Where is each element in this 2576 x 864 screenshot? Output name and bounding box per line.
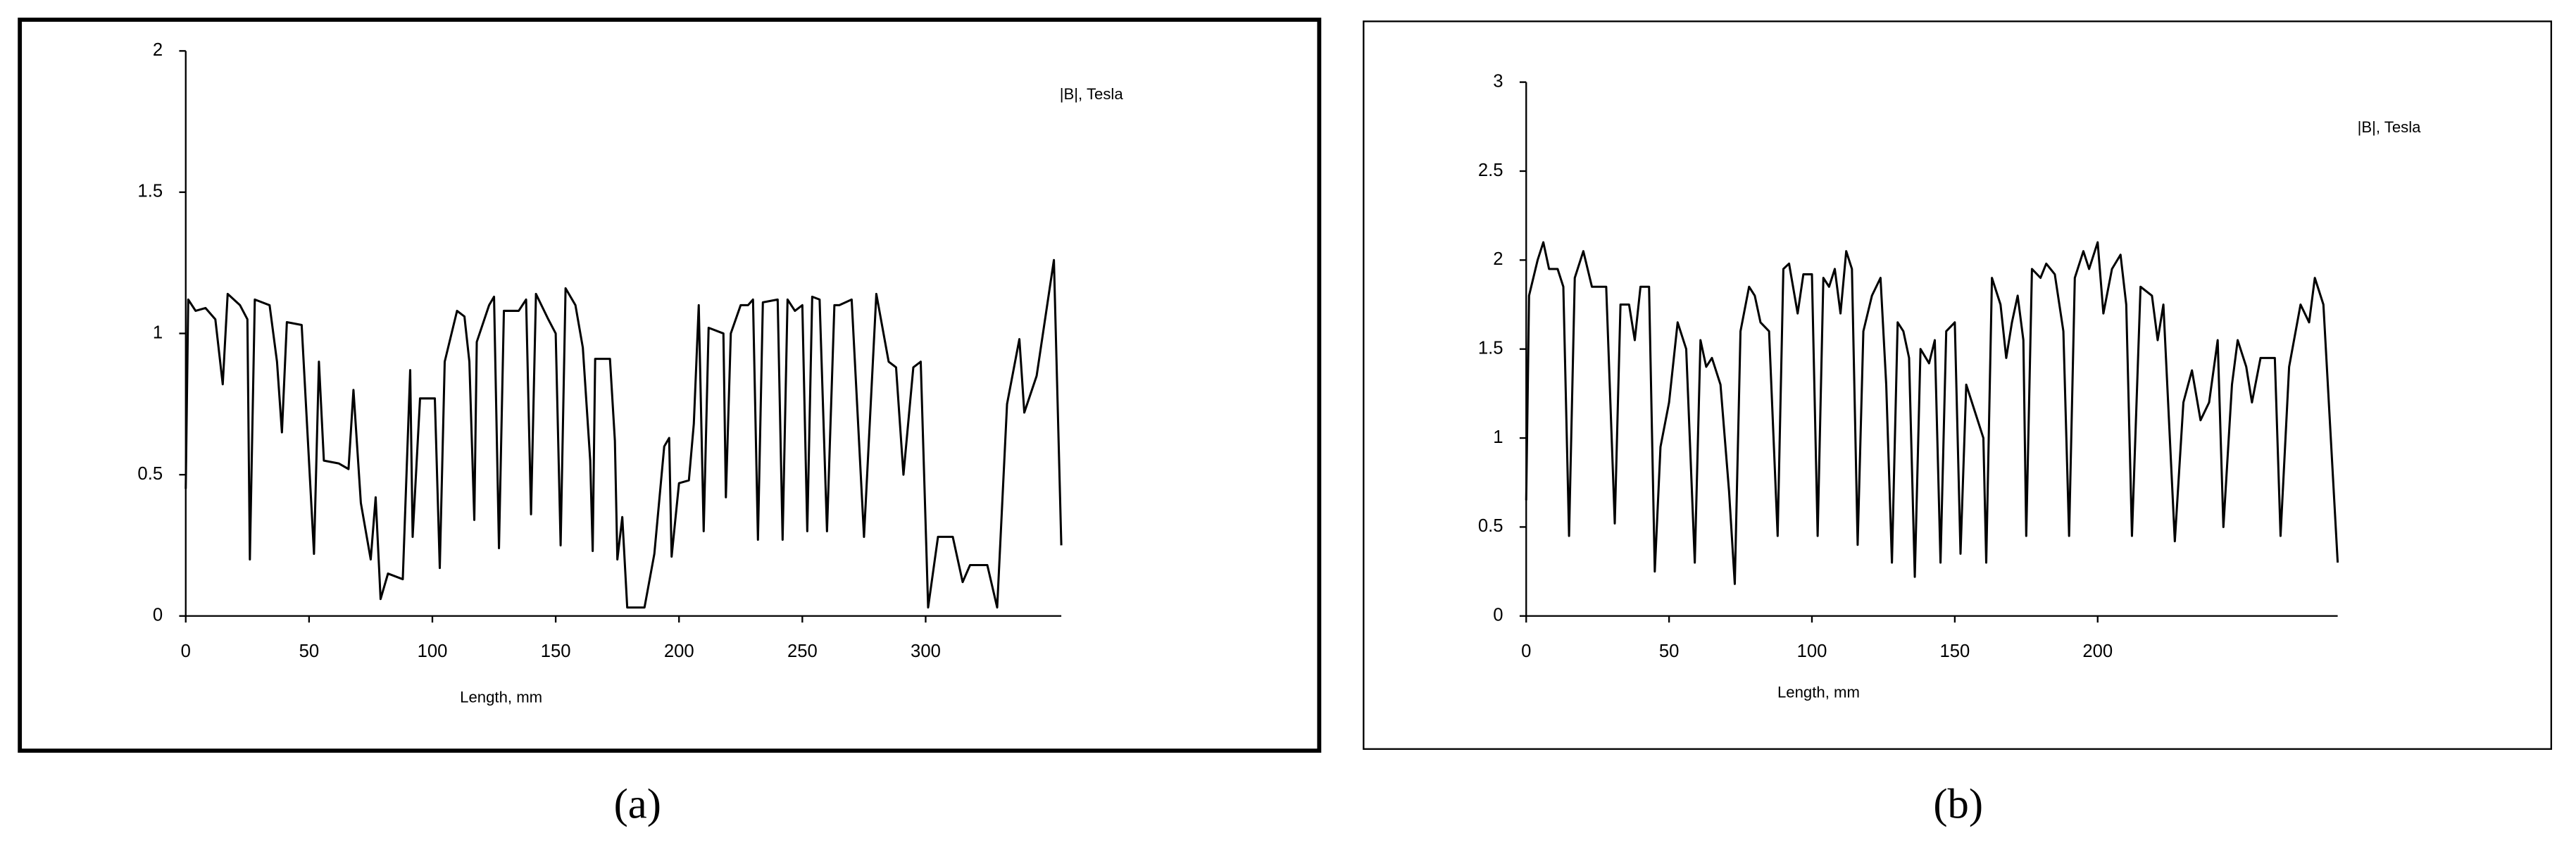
y-tick-label: 0.5 <box>1478 516 1503 536</box>
caption: (a) <box>614 781 661 828</box>
y-tick-label: 2.5 <box>1478 161 1503 180</box>
x-tick-label: 50 <box>1659 641 1680 661</box>
caption: (b) <box>1933 781 1983 828</box>
y-tick-label: 2 <box>153 40 163 60</box>
y-tick-label: 1 <box>1493 427 1503 447</box>
annotation: |B|, Tesla <box>1060 85 1124 103</box>
y-tick-label: 2 <box>1493 249 1503 269</box>
x-tick-label: 50 <box>299 641 320 661</box>
y-tick-label: 3 <box>1493 71 1503 91</box>
x-tick-label: 0 <box>1521 641 1531 661</box>
x-tick-label: 200 <box>2082 641 2113 661</box>
y-tick-label: 1.5 <box>1478 338 1503 358</box>
data-line <box>185 258 1063 609</box>
x-axis-label: Length, mm <box>1777 683 1860 701</box>
x-tick-label: 150 <box>1939 641 1970 661</box>
y-tick-label: 1 <box>153 323 163 342</box>
y-tick-label: 0 <box>1493 606 1503 625</box>
x-tick-label: 150 <box>541 641 571 661</box>
y-tick-label: 0 <box>153 606 163 625</box>
data-line <box>1525 241 2339 585</box>
y-tick-label: 0.5 <box>137 464 163 484</box>
x-tick-label: 200 <box>664 641 694 661</box>
chart-frame <box>1363 20 2553 750</box>
annotation: |B|, Tesla <box>2358 118 2422 136</box>
x-tick-label: 0 <box>181 641 191 661</box>
y-tick-label: 1.5 <box>137 182 163 201</box>
x-tick-label: 250 <box>787 641 818 661</box>
x-tick-label: 100 <box>418 641 448 661</box>
x-tick-label: 300 <box>911 641 941 661</box>
x-axis-label: Length, mm <box>460 688 542 706</box>
x-tick-label: 100 <box>1797 641 1827 661</box>
chart-frame <box>18 18 1322 753</box>
